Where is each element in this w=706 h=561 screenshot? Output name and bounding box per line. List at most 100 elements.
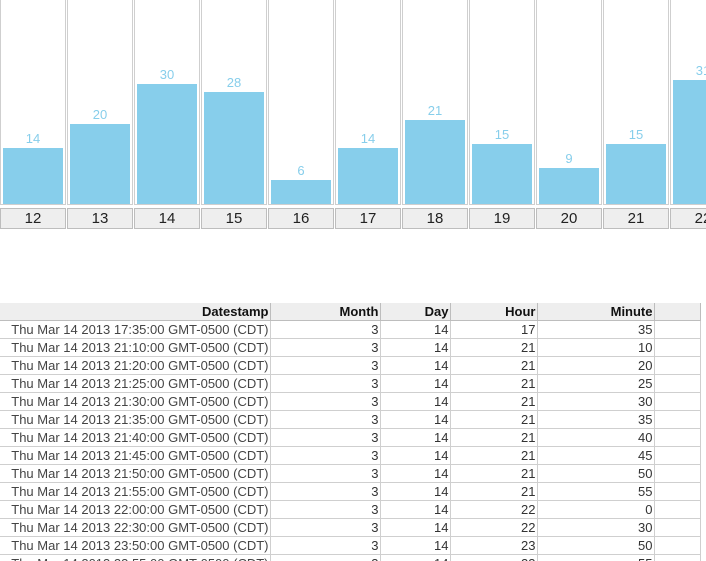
column-header-month[interactable]: Month (270, 303, 381, 321)
table-cell-filler (654, 338, 701, 357)
table-cell: 3 (270, 410, 381, 429)
bar[interactable] (271, 180, 331, 204)
table-row[interactable]: Thu Mar 14 2013 21:45:00 GMT-0500 (CDT) 3… (0, 446, 701, 465)
table-cell-filler (654, 428, 701, 447)
bar[interactable] (204, 92, 264, 204)
table-cell: 3 (270, 356, 381, 375)
bar-column[interactable]: 15 (469, 0, 535, 205)
table-row[interactable]: Thu Mar 14 2013 23:50:00 GMT-0500 (CDT) 3… (0, 536, 701, 555)
table-row[interactable]: Thu Mar 14 2013 17:35:00 GMT-0500 (CDT) 3… (0, 320, 701, 339)
table-row[interactable]: Thu Mar 14 2013 22:00:00 GMT-0500 (CDT) 3… (0, 500, 701, 519)
table-cell: 17 (450, 320, 538, 339)
x-tick-label: 19 (469, 208, 535, 229)
table-cell: 21 (450, 428, 538, 447)
bar-column[interactable]: 14 (335, 0, 401, 205)
bar[interactable] (606, 144, 666, 204)
table-cell: 20 (537, 356, 655, 375)
bar[interactable] (137, 84, 197, 204)
x-tick-label: 21 (603, 208, 669, 229)
table-row[interactable]: Thu Mar 14 2013 21:40:00 GMT-0500 (CDT) 3… (0, 428, 701, 447)
table-cell: 14 (380, 392, 451, 411)
bar-column[interactable]: 30 (134, 0, 200, 205)
table-row[interactable]: Thu Mar 14 2013 21:50:00 GMT-0500 (CDT) 3… (0, 464, 701, 483)
column-header-minute[interactable]: Minute (537, 303, 655, 321)
table-cell: 14 (380, 554, 451, 561)
table-cell-filler (654, 518, 701, 537)
table-cell: 21 (450, 356, 538, 375)
bar[interactable] (3, 148, 63, 204)
table-cell: 14 (380, 446, 451, 465)
table-cell: Thu Mar 14 2013 21:35:00 GMT-0500 (CDT) (0, 410, 271, 429)
table-cell: 14 (380, 518, 451, 537)
bar-column[interactable]: 28 (201, 0, 267, 205)
table-row[interactable]: Thu Mar 14 2013 21:30:00 GMT-0500 (CDT) 3… (0, 392, 701, 411)
bar-column[interactable]: 21 (402, 0, 468, 205)
table-cell: Thu Mar 14 2013 21:10:00 GMT-0500 (CDT) (0, 338, 271, 357)
bar[interactable] (472, 144, 532, 204)
bar-value-label: 14 (25, 131, 41, 146)
x-tick-label: 14 (134, 208, 200, 229)
bar[interactable] (70, 124, 130, 204)
bar-value-label: 20 (92, 107, 108, 122)
table-cell: 14 (380, 356, 451, 375)
table-cell: 3 (270, 428, 381, 447)
table-cell: 3 (270, 320, 381, 339)
bar-column[interactable]: 9 (536, 0, 602, 205)
table-cell: 22 (450, 500, 538, 519)
table-cell: 30 (537, 392, 655, 411)
column-header-filler (654, 303, 701, 321)
column-header-hour[interactable]: Hour (450, 303, 538, 321)
bar-value-label: 31 (695, 63, 706, 78)
table-cell: 0 (537, 500, 655, 519)
table-cell: Thu Mar 14 2013 21:50:00 GMT-0500 (CDT) (0, 464, 271, 483)
table-cell-filler (654, 554, 701, 561)
table-cell-filler (654, 374, 701, 393)
table-cell: 35 (537, 410, 655, 429)
x-tick-label: 15 (201, 208, 267, 229)
bar-value-label: 30 (159, 67, 175, 82)
table-row[interactable]: Thu Mar 14 2013 21:55:00 GMT-0500 (CDT) 3… (0, 482, 701, 501)
table-cell: 3 (270, 536, 381, 555)
table-cell: 21 (450, 374, 538, 393)
table-cell: 50 (537, 464, 655, 483)
table-cell: 23 (450, 536, 538, 555)
bar-value-label: 14 (360, 131, 376, 146)
bar-value-label: 6 (297, 163, 305, 178)
table-cell: 25 (537, 374, 655, 393)
table-cell: 10 (537, 338, 655, 357)
hour-histogram-chart: 14 12 20 13 30 14 28 15 6 16 14 17 21 18 15 19 9 20 15 21 31… (0, 0, 706, 230)
table-row[interactable]: Thu Mar 14 2013 21:20:00 GMT-0500 (CDT) 3… (0, 356, 701, 375)
bar-value-label: 21 (427, 103, 443, 118)
table-row[interactable]: Thu Mar 14 2013 23:55:00 GMT-0500 (CDT)3… (0, 554, 701, 561)
bar[interactable] (673, 80, 706, 204)
table-row[interactable]: Thu Mar 14 2013 21:25:00 GMT-0500 (CDT) 3… (0, 374, 701, 393)
bar-value-label: 28 (226, 75, 242, 90)
table-cell: 3 (270, 464, 381, 483)
table-cell: 14 (380, 536, 451, 555)
table-cell-filler (654, 446, 701, 465)
table-cell: 21 (450, 338, 538, 357)
table-cell-filler (654, 410, 701, 429)
table-cell: 35 (537, 320, 655, 339)
table-cell: 14 (380, 500, 451, 519)
table-cell: Thu Mar 14 2013 21:30:00 GMT-0500 (CDT) (0, 392, 271, 411)
bar[interactable] (405, 120, 465, 204)
table-cell: Thu Mar 14 2013 22:30:00 GMT-0500 (CDT) (0, 518, 271, 537)
bar-column[interactable]: 15 (603, 0, 669, 205)
table-row[interactable]: Thu Mar 14 2013 22:30:00 GMT-0500 (CDT) 3… (0, 518, 701, 537)
table-cell-filler (654, 536, 701, 555)
bar-column[interactable]: 6 (268, 0, 334, 205)
table-row[interactable]: Thu Mar 14 2013 21:35:00 GMT-0500 (CDT) 3… (0, 410, 701, 429)
bar[interactable] (338, 148, 398, 204)
table-cell-filler (654, 392, 701, 411)
table-cell: Thu Mar 14 2013 21:55:00 GMT-0500 (CDT) (0, 482, 271, 501)
bar-column[interactable]: 20 (67, 0, 133, 205)
bar-column[interactable]: 31 (670, 0, 706, 205)
column-header-day[interactable]: Day (380, 303, 451, 321)
table-cell-filler (654, 482, 701, 501)
column-header-datestamp[interactable]: Datestamp (0, 303, 271, 321)
bar[interactable] (539, 168, 599, 204)
table-row[interactable]: Thu Mar 14 2013 21:10:00 GMT-0500 (CDT) 3… (0, 338, 701, 357)
table-cell: 3 (270, 446, 381, 465)
bar-column[interactable]: 14 (0, 0, 66, 205)
